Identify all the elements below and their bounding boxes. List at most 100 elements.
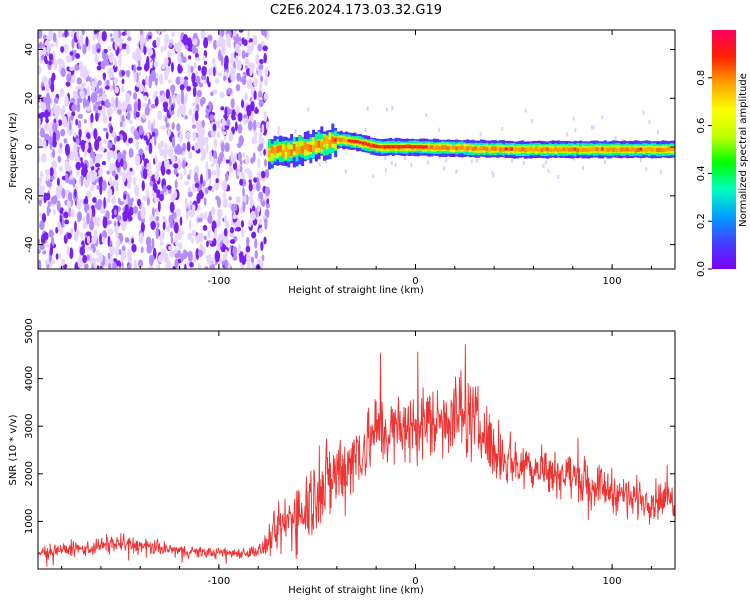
spectrogram-noise-cell <box>42 139 47 150</box>
colorbar-tick-label: 0.0 <box>696 261 707 277</box>
spectrogram-band-cell <box>427 145 431 150</box>
spectrogram-band-cell <box>287 149 291 157</box>
spectrogram-noise-cell <box>142 153 145 161</box>
spectrogram-noise-cell <box>79 35 83 47</box>
spectrogram-noise-cell <box>65 175 69 184</box>
spectrogram-noise-cell <box>157 110 163 121</box>
spectrogram-peak-cell <box>361 141 365 145</box>
spectrogram-noise-cell <box>64 219 69 225</box>
spectrogram-noise-cell <box>264 78 268 87</box>
spectrogram-noise-cell <box>208 211 212 222</box>
spectrogram-marks <box>38 30 675 269</box>
spectrogram-noise-cell <box>234 121 238 132</box>
spectrogram-noise-cell <box>158 193 165 202</box>
spectrogram-noise-cell <box>215 178 219 184</box>
spectrogram-band-cell <box>642 147 646 153</box>
spectrogram-noise-cell <box>221 260 228 266</box>
spectrogram-noise-cell <box>152 182 158 193</box>
spectrogram-noise-cell <box>187 210 192 217</box>
spectrogram-noise-cell <box>251 231 257 239</box>
spectrogram-noise-cell <box>115 246 119 257</box>
spectrogram-noise-cell <box>206 76 210 85</box>
spectrogram-noise-cell <box>133 101 139 112</box>
spectrogram-noise-cell <box>205 160 209 173</box>
spectrogram-noise-cell <box>166 224 171 233</box>
spectrogram-noise-cell <box>70 209 75 218</box>
spectrogram-noise-cell <box>254 250 258 259</box>
spectrogram-noise-cell <box>200 156 204 161</box>
spectrogram-noise-cell <box>139 35 145 47</box>
spectrogram-band-cell <box>270 148 274 162</box>
spectrogram-speckle <box>403 156 406 161</box>
spectrogram-noise-cell <box>164 116 168 124</box>
spectrogram-noise-cell <box>166 168 171 175</box>
spectrogram-noise-cell <box>247 30 250 42</box>
spectrogram-noise-cell <box>97 79 102 86</box>
spectrogram-noise-cell <box>46 125 50 131</box>
spectrogram-noise-cell <box>227 185 231 192</box>
spectrogram-noise-cell <box>153 94 157 100</box>
spectrogram-noise-cell <box>98 252 104 263</box>
spectrogram-noise-cell <box>181 56 187 64</box>
spectrogram-noise-cell <box>86 212 90 225</box>
spectrogram-noise-cell <box>116 239 121 247</box>
spectrogram-noise-cell <box>61 187 66 199</box>
spectrogram-noise-cell <box>102 216 108 229</box>
spectrogram-noise-cell <box>151 131 156 137</box>
spectrogram-noise-cell <box>171 31 176 37</box>
spectrogram-noise-cell <box>141 180 145 192</box>
spectrogram-noise-cell <box>199 173 203 185</box>
spectrogram-noise-cell <box>105 131 109 140</box>
spectrogram-noise-cell <box>179 172 183 181</box>
spectrogram-noise-cell <box>110 151 115 158</box>
spectrogram-peak-cell <box>369 143 373 147</box>
spectrogram-noise-cell <box>261 200 266 207</box>
spectrogram-noise-cell <box>91 207 96 217</box>
spectrogram-noise-cell <box>236 59 242 71</box>
spectrogram-noise-cell <box>94 163 101 168</box>
spectrogram-noise-cell <box>131 243 137 253</box>
spectrogram-speckle <box>614 135 617 140</box>
spectrogram-noise-cell <box>258 218 262 226</box>
spectrogram-noise-cell <box>148 142 153 155</box>
spectrogram-noise-cell <box>160 30 166 33</box>
spectrogram-noise-cell <box>66 164 72 172</box>
spectrogram-noise-cell <box>232 254 238 261</box>
spectrogram-noise-cell <box>191 102 197 107</box>
spectrogram-noise-cell <box>55 253 59 260</box>
spectrogram-noise-cell <box>39 211 42 218</box>
spectrogram-noise-cell <box>139 30 143 36</box>
spectrogram-noise-cell <box>169 201 175 213</box>
spectrogram-band-cell <box>430 145 434 150</box>
spectrogram-noise-cell <box>252 34 258 46</box>
spectrogram-noise-cell <box>86 86 90 98</box>
spectrogram-noise-cell <box>197 130 204 138</box>
snr-ylabel: SNR (10 * v/v) <box>8 414 19 485</box>
spectrogram-noise-cell <box>67 191 73 202</box>
spectrogram-noise-cell <box>74 63 79 71</box>
spectrogram-noise-cell <box>195 52 199 59</box>
spectrogram-noise-cell <box>222 197 229 209</box>
spectrogram-noise-cell <box>38 131 41 137</box>
spectrogram-speckle <box>470 159 473 164</box>
spectrogram-noise-cell <box>142 195 148 202</box>
spectrogram-noise-cell <box>147 265 154 269</box>
spectrogram-noise-cell <box>196 136 203 143</box>
spectrogram-band-cell <box>312 137 316 151</box>
spectrogram-speckle <box>531 119 534 124</box>
spectrogram-noise-cell <box>180 253 185 262</box>
spectrogram-noise-cell <box>107 252 111 260</box>
spectrogram-noise-cell <box>102 115 108 124</box>
spectrogram-noise-cell <box>162 221 166 231</box>
spectrogram-noise-cell <box>220 30 225 38</box>
spectrogram-noise-cell <box>65 81 71 87</box>
spectrogram-peak-cell <box>601 147 605 151</box>
spectrogram-band-cell <box>612 147 616 152</box>
spectrogram-noise-cell <box>244 92 248 102</box>
spectrogram-noise-cell <box>80 174 84 187</box>
spectrogram-noise-cell <box>154 96 159 107</box>
spectrogram-noise-cell <box>168 245 172 251</box>
spectrogram-band-cell <box>623 147 627 152</box>
spectrogram-band-cell <box>438 145 442 151</box>
spectrogram-speckle <box>294 129 297 134</box>
